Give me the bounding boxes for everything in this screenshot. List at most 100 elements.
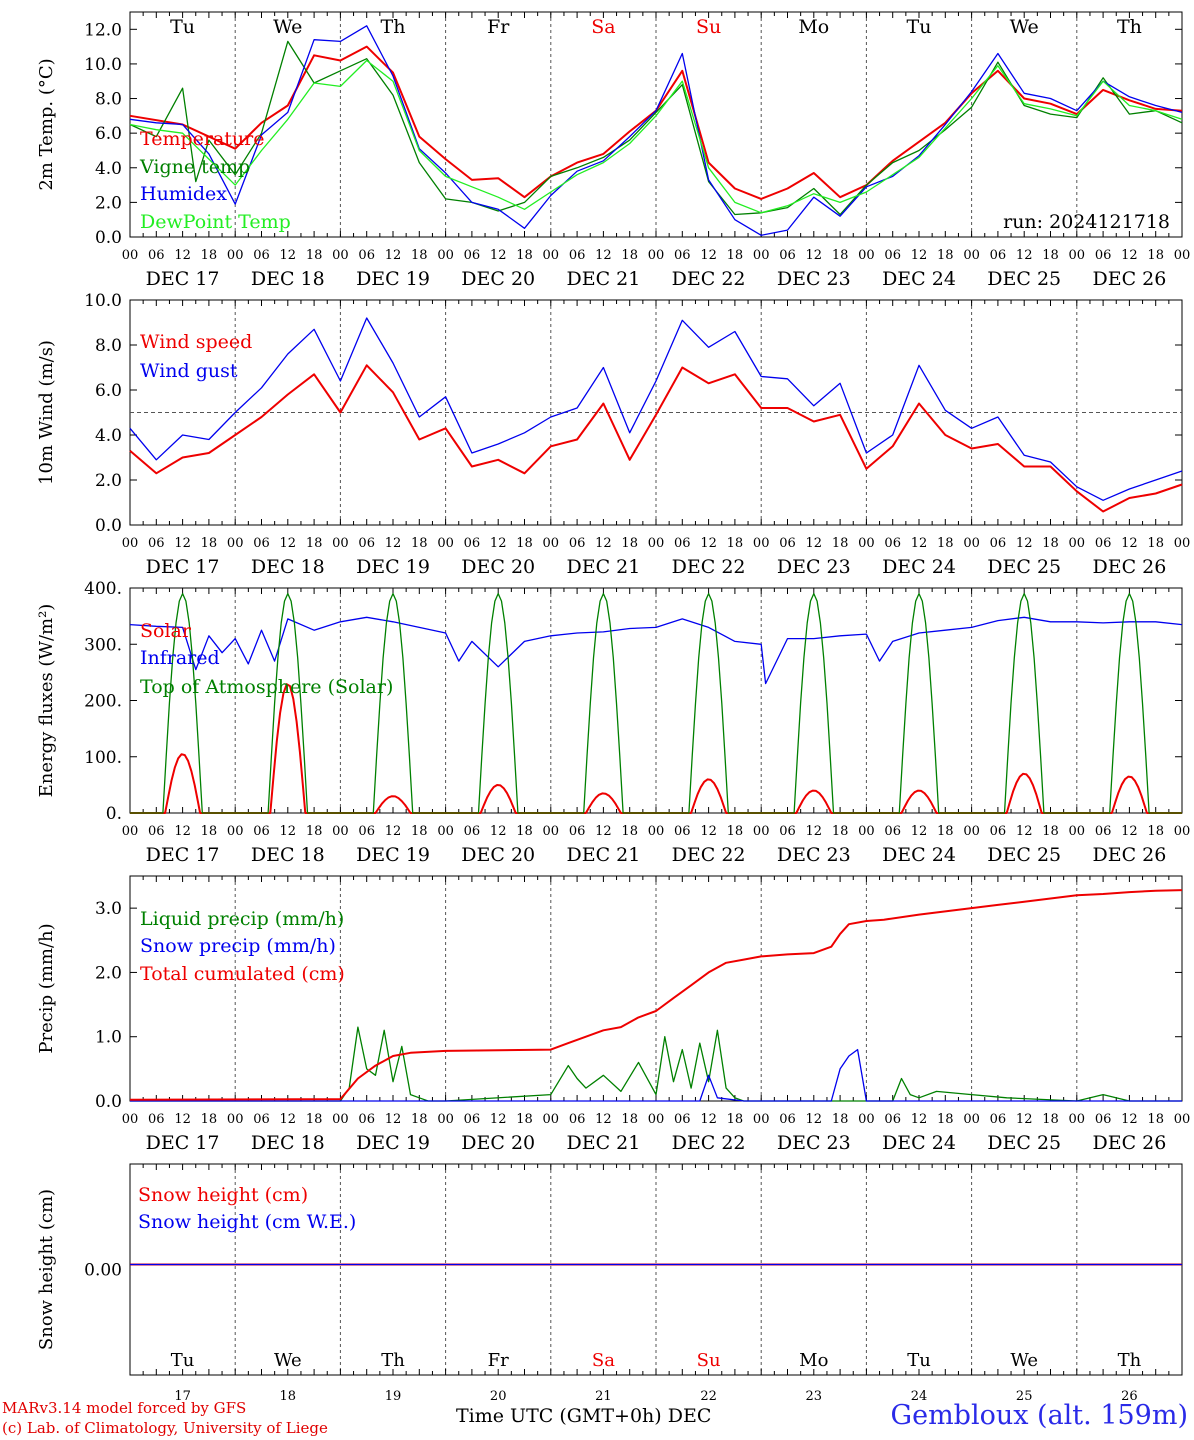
hour-label: 12: [1121, 248, 1138, 263]
hour-label: 18: [1147, 536, 1164, 551]
hour-label: 06: [358, 536, 375, 551]
hour-label: 12: [806, 1112, 823, 1127]
legend-label: Liquid precip (mm/h): [140, 908, 344, 930]
hour-label: 12: [700, 1112, 717, 1127]
hour-label: 00: [227, 1112, 244, 1127]
hour-label: 18: [516, 536, 533, 551]
hour-label: 00: [858, 248, 875, 263]
hour-label: 18: [727, 1112, 744, 1127]
date-label: DEC 25: [987, 844, 1061, 866]
hour-label: 06: [358, 1112, 375, 1127]
hour-label: 00: [1174, 1112, 1191, 1127]
date-label: DEC 17: [146, 1132, 220, 1154]
date-label: DEC 22: [672, 1132, 746, 1154]
hour-label: 06: [779, 1112, 796, 1127]
hour-label: 00: [858, 824, 875, 839]
hour-label: 18: [411, 536, 428, 551]
hour-label: 00: [122, 248, 139, 263]
date-label: DEC 23: [777, 268, 851, 290]
hour-label: 18: [306, 536, 323, 551]
hour-label: 06: [674, 248, 691, 263]
hour-label: 00: [543, 248, 560, 263]
weekday-label: Tu: [171, 1350, 195, 1371]
hour-label: 00: [332, 248, 349, 263]
hour-label: 06: [464, 248, 481, 263]
hour-label: 18: [201, 536, 218, 551]
hour-label: 18: [516, 1112, 533, 1127]
hour-label: 12: [595, 824, 612, 839]
y-tick-label: 10.0: [84, 55, 122, 75]
hour-label: 06: [779, 536, 796, 551]
series-line: [130, 592, 1182, 814]
hour-label: 00: [227, 248, 244, 263]
hour-label: 18: [727, 248, 744, 263]
hour-label: 12: [490, 536, 507, 551]
hour-label: 00: [1069, 536, 1086, 551]
hour-label: 06: [569, 1112, 586, 1127]
hour-label: 00: [648, 248, 665, 263]
hour-label: 12: [490, 248, 507, 263]
date-label: DEC 21: [566, 844, 640, 866]
hour-label: 06: [674, 824, 691, 839]
hour-label: 06: [464, 1112, 481, 1127]
series-line: [129, 889, 1183, 1101]
weekday-label: Tu: [907, 16, 932, 38]
y-tick-label: 100.: [84, 748, 122, 768]
hour-label: 06: [253, 536, 270, 551]
hour-label: 06: [253, 1112, 270, 1127]
date-label: DEC 18: [251, 556, 325, 578]
legend-label: Temperature: [140, 128, 264, 150]
hour-label: 12: [595, 1112, 612, 1127]
hour-label: 00: [963, 536, 980, 551]
date-label: DEC 24: [882, 844, 956, 866]
legend-label: Total cumulated (cm): [140, 963, 345, 985]
y-tick-label: 300.: [84, 635, 122, 655]
hour-label: 00: [543, 536, 560, 551]
y-axis-label: Precip (mm/h): [36, 923, 57, 1053]
date-label: DEC 25: [987, 268, 1061, 290]
hour-label: 12: [385, 1112, 402, 1127]
weekday-label: We: [1010, 1350, 1038, 1371]
legend-label: Snow height (cm): [138, 1184, 308, 1206]
hour-label: 00: [437, 248, 454, 263]
hour-label: 00: [227, 536, 244, 551]
weekday-label: Mo: [799, 1350, 828, 1371]
hour-label: 18: [1042, 1112, 1059, 1127]
legend-label: Infrared: [140, 647, 220, 669]
hour-label: 06: [990, 248, 1007, 263]
y-tick-label: 8.0: [95, 90, 122, 110]
series-line: [129, 25, 1183, 236]
date-label: DEC 23: [777, 844, 851, 866]
y-axis-label: Energy fluxes (W/m²): [36, 604, 57, 798]
hour-label: 06: [779, 248, 796, 263]
series-line: [129, 59, 1183, 214]
hour-label: 00: [753, 248, 770, 263]
hour-label: 06: [569, 536, 586, 551]
hour-label: 12: [490, 1112, 507, 1127]
series-line: [129, 616, 1183, 685]
hour-label: 00: [648, 1112, 665, 1127]
date-label: DEC 22: [672, 844, 746, 866]
hour-label: 18: [516, 824, 533, 839]
date-label: DEC 19: [356, 556, 430, 578]
series-line: [130, 1048, 1182, 1102]
hour-label: 12: [280, 536, 297, 551]
hour-label: 06: [148, 1112, 165, 1127]
day-number-label: 22: [700, 1389, 717, 1404]
hour-label: 12: [280, 1112, 297, 1127]
hour-label: 00: [332, 824, 349, 839]
day-number-label: 21: [595, 1389, 612, 1404]
weekday-label: Th: [1118, 1350, 1142, 1371]
legend-label: Snow height (cm W.E.): [138, 1211, 356, 1233]
hour-label: 12: [1121, 824, 1138, 839]
hour-label: 00: [437, 824, 454, 839]
hour-label: 18: [411, 1112, 428, 1127]
y-tick-label: 8.0: [95, 336, 122, 356]
hour-label: 06: [253, 248, 270, 263]
hour-label: 18: [727, 536, 744, 551]
hour-label: 06: [674, 1112, 691, 1127]
date-label: DEC 18: [251, 268, 325, 290]
legend-label: Vigne temp: [139, 156, 250, 178]
hour-label: 00: [648, 536, 665, 551]
